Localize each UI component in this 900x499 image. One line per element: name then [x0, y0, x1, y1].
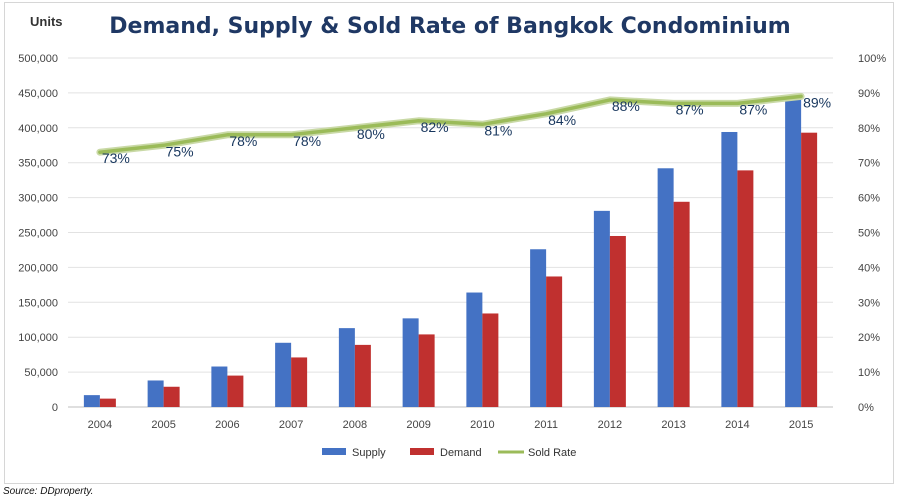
bar-demand	[482, 313, 499, 407]
sold-rate-data-label: 82%	[421, 119, 449, 135]
legend-swatch-supply	[322, 448, 346, 455]
sold-rate-line	[98, 94, 803, 154]
bar-demand	[163, 386, 180, 407]
y2-tick-label: 50%	[858, 228, 880, 240]
x-tick-label: 2006	[215, 419, 239, 431]
x-tick-label: 2014	[725, 419, 749, 431]
bar-demand	[673, 201, 690, 407]
bar-supply	[402, 318, 419, 407]
bar-demand	[354, 344, 371, 407]
y2-tick-label: 90%	[858, 88, 880, 100]
y-tick-label: 250,000	[18, 228, 58, 240]
x-tick-label: 2010	[470, 419, 494, 431]
sold-rate-data-label: 81%	[484, 122, 512, 138]
x-tick-label: 2012	[598, 419, 622, 431]
x-tick-label: 2009	[406, 419, 430, 431]
source-note: Source: DDproperty.	[3, 486, 94, 497]
bar-supply	[657, 168, 674, 407]
bar-supply	[721, 131, 738, 407]
bar-supply	[466, 292, 483, 407]
bar-demand	[291, 357, 308, 407]
sold-rate-data-label: 89%	[803, 94, 831, 110]
y-tick-label: 400,000	[18, 123, 58, 135]
y2-tick-label: 20%	[858, 332, 880, 344]
x-tick-label: 2005	[151, 419, 175, 431]
bar-demand	[801, 132, 818, 407]
y2-tick-label: 10%	[858, 367, 880, 379]
bar-supply	[530, 249, 547, 407]
legend-swatch-demand	[410, 448, 434, 455]
bar-demand	[227, 375, 244, 407]
x-tick-label: 2011	[534, 419, 558, 431]
sold-rate-data-label: 80%	[357, 126, 385, 142]
y2-tick-label: 70%	[858, 158, 880, 170]
sold-rate-data-label: 78%	[293, 133, 321, 149]
bar-supply	[338, 328, 355, 407]
bar-supply	[785, 94, 802, 407]
sold-rate-data-label: 84%	[548, 112, 576, 128]
bar-demand	[737, 170, 754, 407]
y-tick-label: 100,000	[18, 332, 58, 344]
y2-tick-label: 40%	[858, 262, 880, 274]
bar-demand	[418, 334, 435, 407]
sold-rate-data-label: 78%	[229, 133, 257, 149]
y-tick-label: 150,000	[18, 297, 58, 309]
y-tick-label: 50,000	[24, 367, 58, 379]
sold-rate-data-label: 88%	[612, 98, 640, 114]
bar-supply	[593, 210, 610, 407]
y-tick-label: 300,000	[18, 193, 58, 205]
sold-rate-data-label: 73%	[102, 150, 130, 166]
y2-tick-label: 0%	[858, 402, 874, 414]
bar-supply	[147, 380, 164, 407]
sold-rate-data-label: 75%	[166, 143, 194, 159]
y2-tick-label: 100%	[858, 53, 886, 65]
y-axis-label: Units	[30, 14, 63, 29]
x-tick-label: 2013	[661, 419, 685, 431]
legend-label: Demand	[440, 447, 482, 459]
y-tick-label: 450,000	[18, 88, 58, 100]
y-tick-label: 350,000	[18, 158, 58, 170]
bar-demand	[609, 235, 626, 407]
y-tick-label: 500,000	[18, 53, 58, 65]
sold-rate-data-label: 87%	[676, 101, 704, 117]
chart-title: Demand, Supply & Sold Rate of Bangkok Co…	[109, 14, 791, 39]
x-tick-label: 2008	[343, 419, 367, 431]
y-tick-label: 200,000	[18, 262, 58, 274]
x-tick-label: 2007	[279, 419, 303, 431]
bar-demand	[99, 398, 116, 407]
y-tick-label: 0	[52, 402, 58, 414]
legend-label: Sold Rate	[528, 447, 576, 459]
y2-tick-label: 80%	[858, 123, 880, 135]
bar-supply	[83, 395, 100, 407]
bar-supply	[211, 366, 228, 407]
legend-label: Supply	[352, 447, 386, 459]
y2-tick-label: 30%	[858, 297, 880, 309]
bar-demand	[546, 276, 563, 407]
y2-tick-label: 60%	[858, 193, 880, 205]
bar-supply	[275, 342, 292, 407]
x-tick-label: 2015	[789, 419, 813, 431]
x-tick-label: 2004	[88, 419, 112, 431]
sold-rate-data-label: 87%	[739, 101, 767, 117]
